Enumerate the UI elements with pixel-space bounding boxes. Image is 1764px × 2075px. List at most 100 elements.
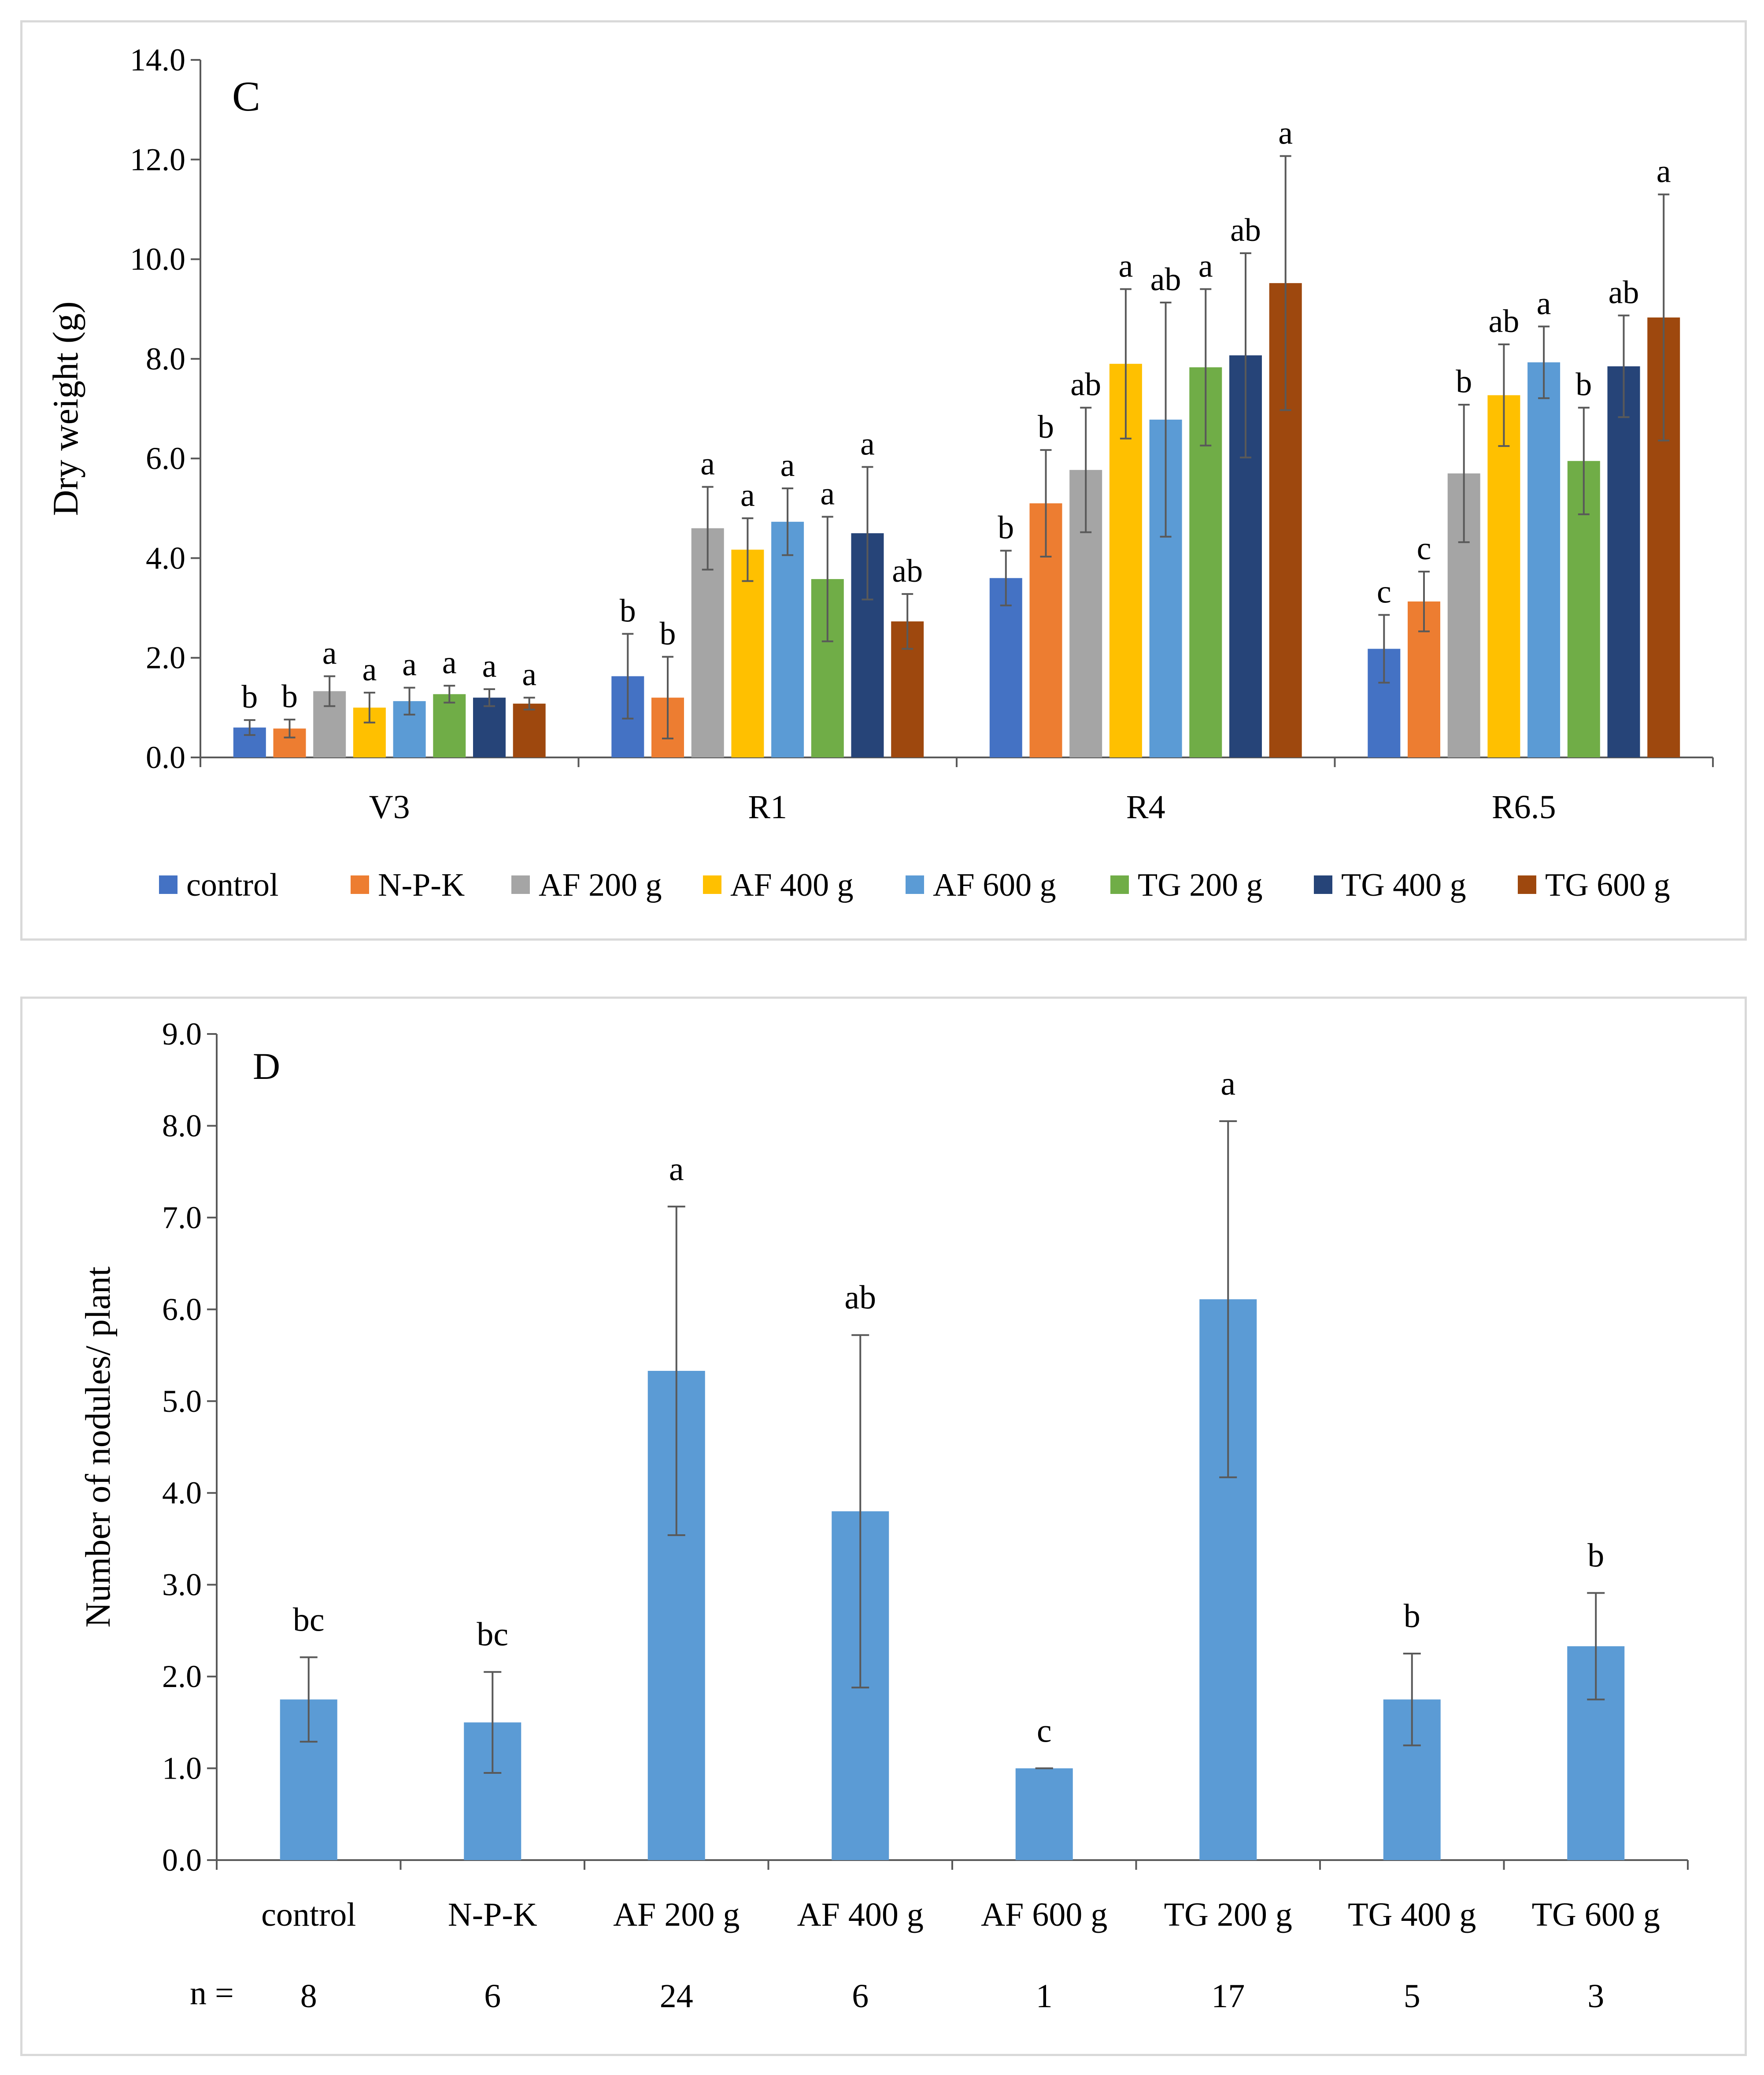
chart-c-dry-weight: C 0.0 2.0 4.0 6.0 8.0 10.0 12.0 14.0 Dry weight (…: [45, 42, 1714, 903]
panel-d: D 0.0 1.0 2.0 3.0 4.0 5.0 6.0 7.0 8.0 9.0 Number of…: [20, 997, 1747, 2056]
legend-label-tg-400-g: TG 400 g: [1341, 867, 1466, 903]
panel-label-c: C: [232, 73, 260, 120]
bar-tg-600-g-v3: [513, 703, 546, 757]
y-tick-label: 6.0: [146, 441, 185, 476]
y-axis-title: Dry weight (g): [45, 301, 85, 516]
legend-swatch-tg-600-g: [1518, 875, 1536, 894]
significance-letter: b: [1404, 1598, 1420, 1635]
chart-d-nodules: D 0.0 1.0 2.0 3.0 4.0 5.0 6.0 7.0 8.0 9.0 Number of…: [79, 1016, 1689, 2015]
legend-label-af-600-g: AF 600 g: [933, 867, 1056, 903]
y-tick-label: 2.0: [146, 640, 185, 676]
significance-letter: ab: [1150, 262, 1181, 298]
legend-label-tg-200-g: TG 200 g: [1138, 867, 1263, 903]
n-label: n =: [190, 1975, 234, 2012]
y-tick-label: 10.0: [130, 242, 185, 277]
significance-letter: a: [1657, 153, 1671, 189]
significance-letter: ab: [1609, 274, 1639, 310]
significance-letter: ab: [1070, 367, 1101, 403]
y-tick-label: 0.0: [146, 740, 185, 775]
x-category-label-af-200-g: AF 200 g: [613, 1896, 740, 1933]
legend-label-n-p-k: N-P-K: [378, 867, 465, 903]
significance-letter: a: [522, 657, 536, 693]
legend-swatch-tg-200-g: [1110, 875, 1129, 894]
x-category-label-r4: R4: [1126, 789, 1165, 826]
significance-letter: c: [1417, 531, 1431, 567]
bar-af-400-g-r6-5: [1487, 395, 1520, 757]
significance-letter: a: [442, 645, 457, 681]
significance-letter: a: [669, 1151, 684, 1188]
bar-tg-400-g-r6-5: [1607, 366, 1640, 757]
y-tick-label: 3.0: [162, 1567, 202, 1602]
significance-letter: c: [1377, 574, 1391, 610]
bar-af-600-g: [1015, 1768, 1073, 1860]
bar-control-r4: [989, 578, 1022, 757]
panel-c: C 0.0 2.0 4.0 6.0 8.0 10.0 12.0 14.0 Dry weight (…: [20, 20, 1747, 941]
y-tick-label: 2.0: [162, 1659, 202, 1694]
bar-tg-400-g-v3: [473, 698, 506, 757]
y-tick-label: 0.0: [162, 1842, 202, 1878]
significance-letter: a: [820, 476, 835, 512]
significance-letter: b: [660, 616, 676, 652]
panel-label-d: D: [253, 1045, 280, 1087]
n-value-af-400-g: 6: [852, 1978, 869, 2015]
y-tick-label: 7.0: [162, 1200, 202, 1235]
legend-swatch-af-200-g: [511, 875, 530, 894]
y-tick-label: 1.0: [162, 1751, 202, 1786]
n-value-tg-600-g: 3: [1587, 1978, 1604, 2015]
x-category-label-r6-5: R6.5: [1492, 789, 1556, 826]
significance-letter: a: [1118, 248, 1133, 284]
y-tick-label: 9.0: [162, 1016, 202, 1052]
significance-letter: b: [281, 679, 298, 715]
significance-letter: a: [1537, 285, 1551, 321]
x-category-label-v3: V3: [369, 789, 410, 826]
n-value-control: 8: [300, 1978, 317, 2015]
y-tick-label: 4.0: [146, 540, 185, 576]
legend-label-tg-600-g: TG 600 g: [1545, 867, 1670, 903]
significance-letter: b: [241, 679, 258, 715]
significance-letter: b: [1587, 1537, 1604, 1574]
x-category-label-af-400-g: AF 400 g: [797, 1896, 924, 1933]
y-tick-label: 12.0: [130, 142, 185, 177]
n-value-n-p-k: 6: [484, 1978, 501, 2015]
x-category-label-af-600-g: AF 600 g: [981, 1896, 1107, 1933]
y-tick-label: 14.0: [130, 42, 185, 78]
y-tick-label: 8.0: [146, 341, 185, 377]
significance-letter: b: [1575, 367, 1592, 403]
n-value-tg-400-g: 5: [1404, 1978, 1420, 2015]
legend-label-control: control: [186, 867, 279, 903]
significance-letter: bc: [477, 1616, 508, 1653]
x-category-label-tg-600-g: TG 600 g: [1532, 1896, 1660, 1933]
significance-letter: a: [860, 426, 875, 462]
significance-letter: ab: [844, 1279, 876, 1316]
significance-letter: ab: [1230, 212, 1261, 248]
bar-af-600-g-r6-5: [1527, 362, 1561, 757]
x-category-label-control: control: [261, 1896, 356, 1933]
x-category-label-tg-200-g: TG 200 g: [1164, 1896, 1292, 1933]
y-tick-label: 8.0: [162, 1108, 202, 1143]
legend-label-af-200-g: AF 200 g: [539, 867, 662, 903]
significance-letter: a: [740, 477, 755, 513]
significance-letter: c: [1037, 1713, 1052, 1750]
y-axis-title: Number of nodules/ plant: [79, 1266, 118, 1628]
legend-swatch-af-600-g: [906, 875, 924, 894]
significance-letter: a: [362, 652, 377, 688]
n-value-tg-200-g: 17: [1211, 1978, 1245, 2015]
bar-af-600-g-r1: [771, 521, 804, 757]
legend-swatch-tg-400-g: [1314, 875, 1332, 894]
significance-letter: b: [620, 593, 636, 629]
significance-letter: a: [1220, 1065, 1235, 1102]
x-category-label-n-p-k: N-P-K: [448, 1896, 537, 1933]
significance-letter: bc: [293, 1601, 325, 1638]
significance-letter: b: [998, 510, 1014, 546]
significance-letter: a: [322, 635, 337, 672]
legend-swatch-af-400-g: [703, 875, 721, 894]
legend-label-af-400-g: AF 400 g: [730, 867, 854, 903]
significance-letter: a: [402, 647, 417, 683]
significance-letter: a: [1198, 248, 1213, 284]
x-category-label-tg-400-g: TG 400 g: [1348, 1896, 1476, 1933]
significance-letter: a: [482, 648, 497, 684]
legend-swatch-n-p-k: [351, 875, 369, 894]
x-category-label-r1: R1: [748, 789, 787, 826]
significance-letter: b: [1456, 364, 1472, 400]
n-value-af-200-g: 24: [660, 1978, 693, 2015]
